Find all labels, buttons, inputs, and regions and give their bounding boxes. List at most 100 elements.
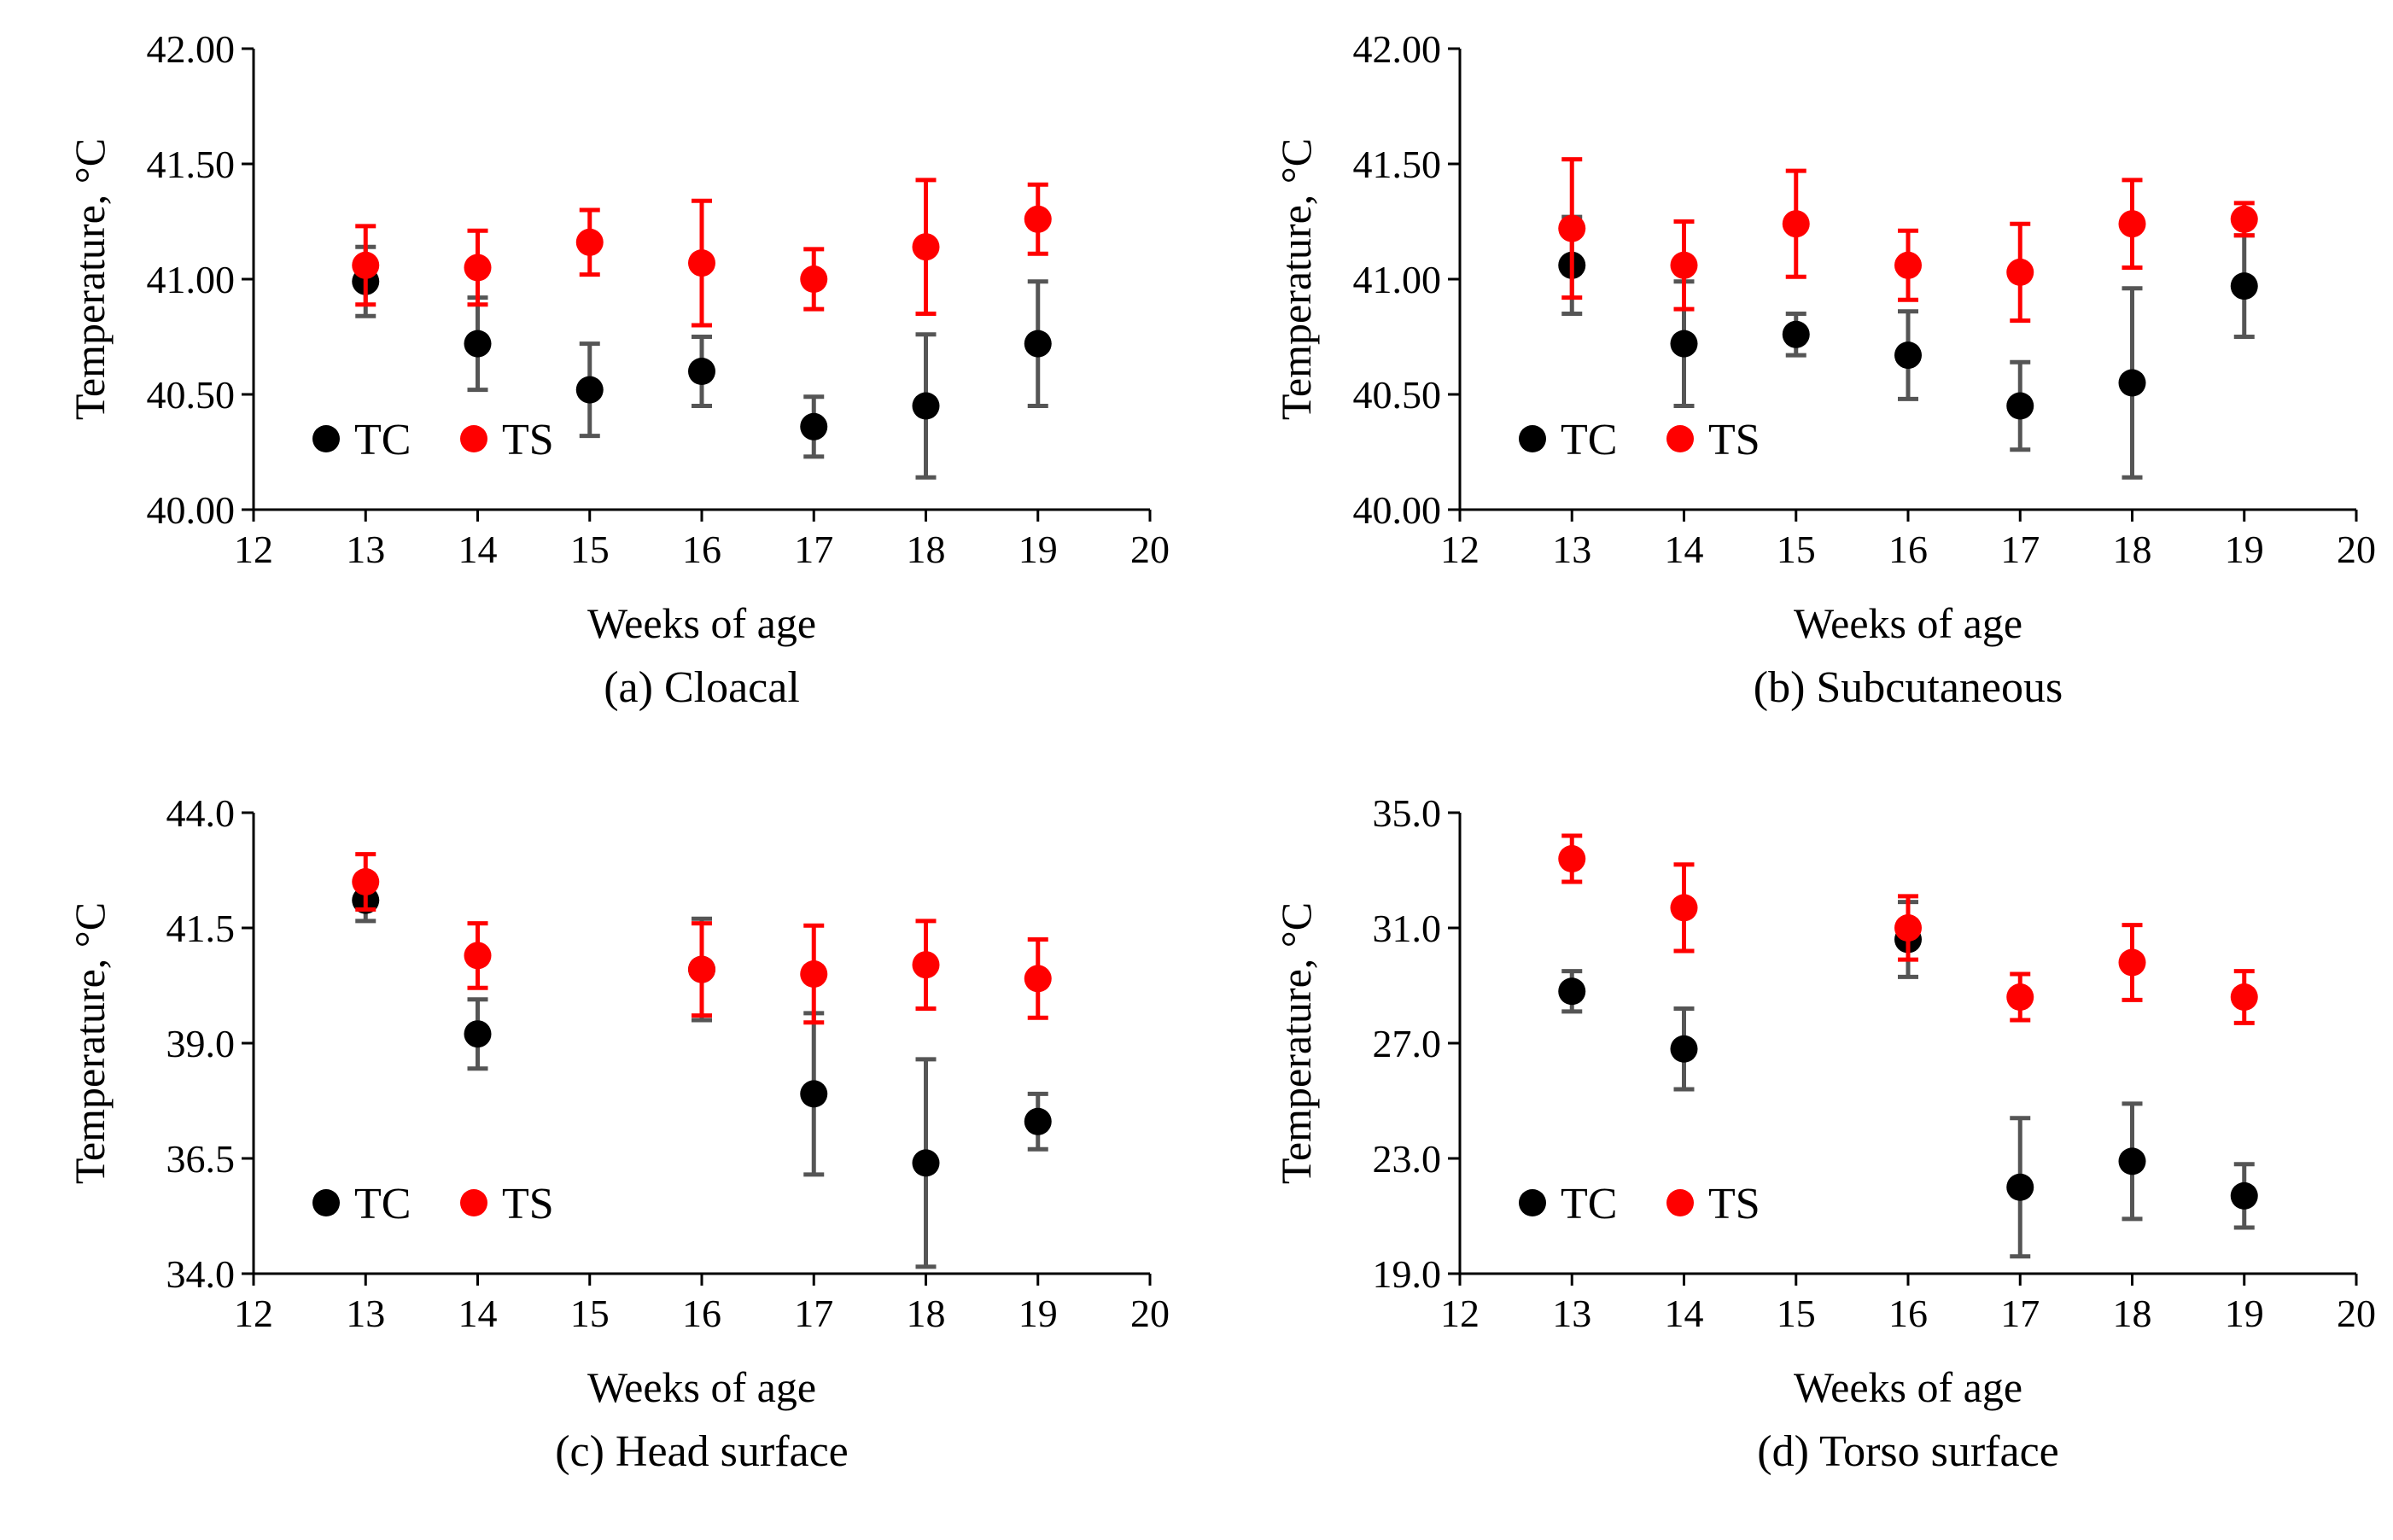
x-tick-label: 12	[234, 1292, 273, 1335]
panel-caption: (d) Torso surface	[1757, 1427, 2059, 1476]
legend-marker-tc	[312, 1189, 340, 1216]
data-point-tc	[1558, 977, 1586, 1006]
data-point-tc	[688, 358, 715, 385]
panel-caption: (c) Head surface	[555, 1427, 849, 1476]
legend-marker-ts	[1666, 1189, 1694, 1216]
x-tick-label: 15	[570, 1292, 610, 1335]
x-tick-label: 16	[682, 1292, 721, 1335]
data-point-tc	[464, 1020, 492, 1048]
y-tick-label: 41.5	[166, 907, 236, 950]
data-point-tc	[2118, 369, 2146, 397]
x-tick-label: 12	[1440, 528, 1480, 571]
data-point-ts	[1670, 251, 1698, 279]
x-tick-label: 16	[1888, 528, 1928, 571]
legend-label-tc: TC	[1561, 1180, 1617, 1228]
legend-marker-ts	[460, 425, 487, 452]
legend-label-tc: TC	[1561, 416, 1617, 464]
data-point-ts	[2006, 258, 2034, 286]
data-point-ts	[2118, 210, 2146, 238]
data-point-tc	[1894, 341, 1922, 370]
data-point-ts	[1558, 845, 1586, 872]
y-axis-title: Temperature, °C	[1272, 902, 1320, 1184]
data-point-ts	[1894, 914, 1922, 942]
data-point-ts	[912, 233, 940, 261]
data-point-tc	[912, 1149, 940, 1177]
data-point-tc	[464, 330, 492, 358]
data-point-tc	[2006, 1173, 2034, 1201]
data-point-tc	[1670, 1035, 1698, 1063]
series-ts	[1558, 833, 2258, 1025]
data-point-tc	[1782, 320, 1810, 348]
chart-panel-head-surface: 34.0 36.5 39.0 41.5 44.0 12 13 14 15 16 17 18 19 20 We…	[66, 791, 1170, 1476]
y-tick-label: 31.0	[1373, 907, 1442, 950]
legend: TC TS	[312, 1180, 554, 1228]
series-tc	[1558, 214, 2258, 480]
y-axis-title: Temperature, °C	[66, 138, 114, 420]
y-tick-label: 36.5	[166, 1137, 236, 1181]
data-point-ts	[1558, 214, 1586, 242]
y-tick-label: 35.0	[1373, 791, 1442, 835]
legend-marker-tc	[1519, 425, 1546, 452]
y-tick-label: 40.50	[1353, 373, 1442, 417]
x-tick-label: 14	[1665, 528, 1704, 571]
y-tick-label: 40.00	[1353, 488, 1442, 532]
data-point-ts	[2230, 205, 2258, 233]
x-tick-label: 13	[1552, 1292, 1591, 1335]
y-tick-label: 39.0	[166, 1022, 236, 1065]
chart-panel-subcutaneous: 40.00 40.50 41.00 41.50 42.00 12 13 14 15 16 17 18 1…	[1272, 27, 2376, 712]
data-point-ts	[2006, 983, 2034, 1011]
legend-label-ts: TS	[502, 416, 554, 464]
data-point-tc	[1670, 330, 1698, 358]
legend-marker-tc	[1519, 1189, 1546, 1216]
x-tick-label: 18	[907, 528, 946, 571]
data-point-tc	[800, 412, 828, 440]
x-tick-label: 13	[346, 528, 385, 571]
y-tick-label: 34.0	[166, 1252, 236, 1296]
x-axis-title: Weeks of age	[587, 599, 816, 647]
y-tick-label: 40.50	[147, 373, 236, 417]
y-axis-title: Temperature, °C	[1272, 138, 1320, 420]
y-tick-label: 42.00	[147, 27, 236, 71]
x-tick-label: 20	[2337, 1292, 2376, 1335]
x-axis-title: Weeks of age	[1794, 599, 2022, 647]
data-point-ts	[2230, 983, 2258, 1011]
data-point-ts	[464, 942, 492, 970]
data-point-tc	[2118, 1147, 2146, 1175]
y-tick-label: 42.00	[1353, 27, 1442, 71]
x-tick-label: 19	[2225, 1292, 2264, 1335]
data-point-tc	[1024, 1107, 1052, 1135]
data-point-tc	[912, 392, 940, 420]
data-point-ts	[688, 249, 715, 277]
x-tick-label: 18	[2113, 1292, 2152, 1335]
data-point-ts	[912, 951, 940, 979]
x-tick-label: 19	[1018, 1292, 1058, 1335]
x-tick-label: 13	[346, 1292, 385, 1335]
x-axis-title: Weeks of age	[587, 1363, 816, 1411]
data-point-ts	[352, 868, 380, 895]
x-tick-label: 17	[794, 528, 833, 571]
series-ts	[352, 178, 1052, 328]
panel-caption: (b) Subcutaneous	[1754, 663, 2063, 712]
y-tick-label: 40.00	[147, 488, 236, 532]
x-tick-label: 17	[2000, 528, 2040, 571]
legend-label-ts: TS	[1708, 416, 1760, 464]
data-point-tc	[2230, 272, 2258, 300]
x-tick-label: 14	[1665, 1292, 1704, 1335]
series-tc	[352, 244, 1052, 480]
y-tick-label: 27.0	[1373, 1022, 1442, 1065]
x-tick-label: 14	[458, 528, 498, 571]
x-tick-label: 15	[570, 528, 610, 571]
x-tick-label: 15	[1777, 1292, 1816, 1335]
chart-panel-cloacal: 40.00 40.50 41.00 41.50 42.00 12 13 14 15 16 17 18 1…	[66, 27, 1170, 712]
y-tick-label: 41.50	[147, 143, 236, 186]
data-point-ts	[464, 254, 492, 282]
x-tick-label: 18	[2113, 528, 2152, 571]
series-ts	[1558, 157, 2258, 324]
data-point-ts	[2118, 948, 2146, 977]
x-tick-label: 12	[234, 528, 273, 571]
x-tick-label: 20	[1130, 528, 1170, 571]
data-point-ts	[800, 265, 828, 293]
data-point-ts	[800, 960, 828, 988]
data-point-tc	[2230, 1181, 2258, 1210]
data-point-ts	[1782, 210, 1810, 238]
